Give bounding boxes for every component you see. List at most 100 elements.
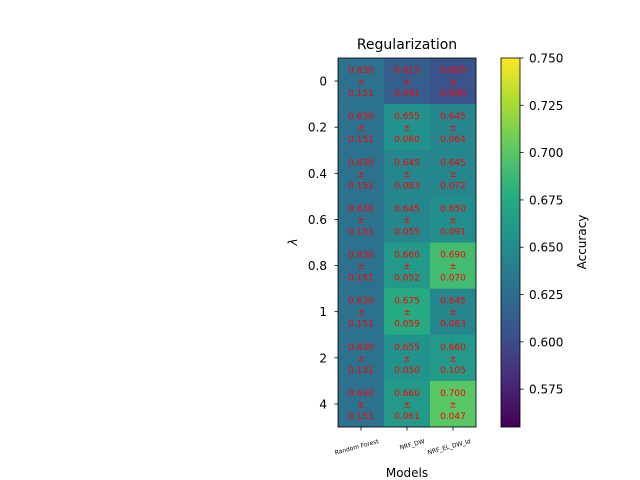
colorbar-tick-label: 0.750 (529, 52, 563, 66)
y-axis-ticks: 0 0.2 0.4 0.6 0.8 1 2 4 (308, 75, 338, 411)
cell-mean-label: 0.630 (348, 66, 374, 76)
cell-std-label: 0.070 (440, 274, 466, 284)
heatmap-cell (384, 288, 431, 336)
heatmap-cell (430, 104, 477, 151)
cell-mean-label: 0.645 (394, 204, 420, 214)
cell-annotations: 0.630±0.1510.615±0.0910.605±0.0900.630±0… (348, 66, 466, 422)
heatmap-cell (338, 288, 385, 336)
cell-mean-label: 0.700 (440, 389, 466, 399)
cell-pm-label: ± (357, 124, 365, 134)
cell-pm-label: ± (357, 216, 365, 226)
cell-mean-label: 0.645 (440, 158, 466, 168)
colorbar (500, 57, 521, 428)
cell-std-label: 0.151 (348, 412, 374, 422)
cell-pm-label: ± (403, 262, 411, 272)
cell-mean-label: 0.655 (394, 343, 420, 353)
cell-std-label: 0.091 (394, 89, 420, 99)
cell-std-label: 0.052 (394, 274, 420, 284)
y-tick-label: 0.4 (308, 167, 327, 181)
cell-mean-label: 0.690 (440, 251, 466, 261)
heatmap-cell (338, 334, 385, 382)
cell-std-label: 0.105 (440, 366, 466, 376)
x-tick-label: NRF_EL_DW_ld (427, 438, 472, 456)
cell-std-label: 0.083 (394, 181, 420, 191)
y-tick-label: 0.6 (308, 213, 327, 227)
cell-std-label: 0.060 (394, 135, 420, 145)
cell-pm-label: ± (403, 308, 411, 318)
cell-mean-label: 0.630 (348, 204, 374, 214)
cell-pm-label: ± (449, 216, 457, 226)
cell-std-label: 0.151 (348, 320, 374, 330)
y-tick-label: 4 (319, 397, 327, 411)
cell-mean-label: 0.660 (394, 389, 420, 399)
cell-std-label: 0.151 (348, 135, 374, 145)
colorbar-tick-label: 0.650 (529, 241, 563, 255)
cell-pm-label: ± (357, 262, 365, 272)
cell-pm-label: ± (357, 400, 365, 410)
heatmap-cell (338, 104, 385, 151)
colorbar-tick-label: 0.725 (529, 99, 563, 113)
cell-mean-label: 0.630 (348, 112, 374, 122)
heatmap-cell (430, 288, 477, 336)
cell-std-label: 0.047 (440, 412, 466, 422)
cell-pm-label: ± (449, 262, 457, 272)
heatmap-cell (384, 58, 431, 105)
chart-title: Regularization (357, 37, 457, 53)
cell-pm-label: ± (357, 170, 365, 180)
cell-pm-label: ± (449, 400, 457, 410)
cell-mean-label: 0.630 (348, 251, 374, 261)
heatmap-cell (430, 196, 477, 243)
cell-pm-label: ± (403, 78, 411, 88)
cell-std-label: 0.151 (348, 181, 374, 191)
heatmap-cell (430, 150, 477, 197)
cell-std-label: 0.083 (440, 320, 466, 330)
heatmap-cell (384, 380, 431, 428)
heatmap-cell (384, 104, 431, 151)
colorbar-tick-label: 0.625 (529, 288, 563, 302)
cell-std-label: 0.055 (394, 227, 420, 237)
cell-mean-label: 0.645 (394, 158, 420, 168)
cell-mean-label: 0.630 (348, 343, 374, 353)
cell-pm-label: ± (403, 354, 411, 364)
cell-mean-label: 0.660 (440, 343, 466, 353)
heatmap-cell (384, 334, 431, 382)
x-tick-label: NRF_DW (399, 438, 426, 451)
cell-pm-label: ± (449, 308, 457, 318)
cell-std-label: 0.090 (440, 89, 466, 99)
cell-mean-label: 0.660 (394, 251, 420, 261)
heatmap-cell (430, 380, 477, 428)
cell-mean-label: 0.630 (348, 158, 374, 168)
heatmap-cell (338, 242, 385, 289)
heatmap-cell (430, 334, 477, 382)
cell-pm-label: ± (449, 78, 457, 88)
heatmap-cell (338, 380, 385, 428)
cell-pm-label: ± (449, 124, 457, 134)
x-axis-ticks: Random Forest NRF_DW NRF_EL_DW_ld (334, 427, 472, 457)
colorbar-ticks: 0.575 0.600 0.625 0.650 0.675 0.700 0.725 0.750 (520, 52, 563, 397)
cell-pm-label: ± (357, 354, 365, 364)
x-tick-label: Random Forest (334, 438, 380, 457)
cell-std-label: 0.151 (348, 366, 374, 376)
heatmap-cells (338, 58, 477, 428)
cell-mean-label: 0.650 (440, 204, 466, 214)
cell-pm-label: ± (403, 124, 411, 134)
cell-std-label: 0.064 (440, 135, 466, 145)
colorbar-tick-label: 0.600 (529, 335, 563, 349)
cell-mean-label: 0.675 (394, 297, 420, 307)
cell-std-label: 0.151 (348, 274, 374, 284)
cell-mean-label: 0.605 (440, 66, 466, 76)
cell-pm-label: ± (403, 400, 411, 410)
cell-std-label: 0.151 (348, 227, 374, 237)
cell-std-label: 0.091 (440, 227, 466, 237)
heatmap-cell (430, 242, 477, 289)
y-axis-label: λ (286, 238, 300, 246)
y-tick-label: 0.8 (308, 259, 327, 273)
cell-mean-label: 0.645 (440, 112, 466, 122)
heatmap-cell (384, 242, 431, 289)
y-tick-label: 2 (319, 351, 327, 365)
cell-pm-label: ± (449, 354, 457, 364)
y-tick-label: 0 (319, 75, 327, 89)
cell-pm-label: ± (357, 308, 365, 318)
heatmap-cell (338, 196, 385, 243)
